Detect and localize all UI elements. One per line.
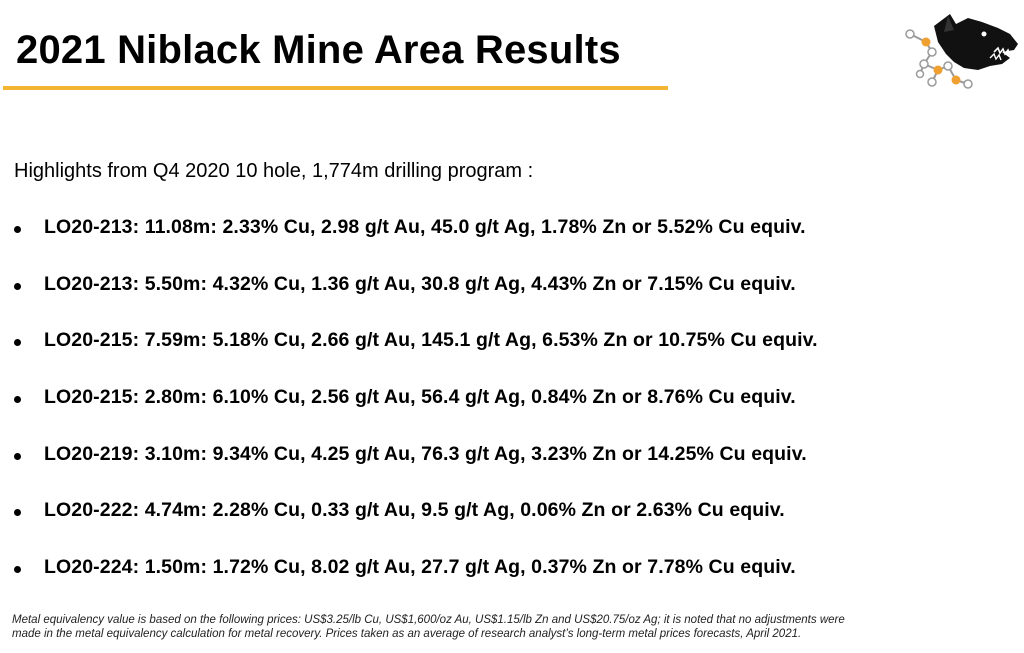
bullet-icon [14,509,21,517]
highlight-text: LO20-215: 7.59m: 5.18% Cu, 2.66 g/t Au, … [44,329,818,352]
highlight-text: LO20-215: 2.80m: 6.10% Cu, 2.56 g/t Au, … [44,386,796,409]
bullet-icon [14,566,21,574]
list-item: LO20-222: 4.74m: 2.28% Cu, 0.33 g/t Au, … [0,482,1024,539]
footnote-line: Metal equivalency value is based on the … [12,614,845,626]
list-item: LO20-215: 7.59m: 5.18% Cu, 2.66 g/t Au, … [0,312,1024,369]
wolf-head-logo-icon [898,8,1022,92]
footnote-line: made in the metal equivalency calculatio… [12,628,802,640]
bullet-icon [14,396,21,404]
title-underline [3,86,668,90]
highlights-intro: Highlights from Q4 2020 10 hole, 1,774m … [14,160,534,182]
list-item: LO20-213: 11.08m: 2.33% Cu, 2.98 g/t Au,… [0,199,1024,256]
bullet-icon [14,282,21,290]
highlight-text: LO20-219: 3.10m: 9.34% Cu, 4.25 g/t Au, … [44,442,807,465]
footnote: Metal equivalency value is based on the … [12,613,1012,641]
list-item: LO20-224: 1.50m: 1.72% Cu, 8.02 g/t Au, … [0,539,1024,596]
list-item: LO20-213: 5.50m: 4.32% Cu, 1.36 g/t Au, … [0,256,1024,313]
highlights-list: LO20-213: 11.08m: 2.33% Cu, 2.98 g/t Au,… [0,199,1024,596]
list-item: LO20-219: 3.10m: 9.34% Cu, 4.25 g/t Au, … [0,426,1024,483]
bullet-icon [14,226,21,233]
slide-title: 2021 Niblack Mine Area Results [16,28,621,72]
bullet-icon [14,452,21,460]
highlight-text: LO20-224: 1.50m: 1.72% Cu, 8.02 g/t Au, … [44,556,796,579]
highlight-text: LO20-222: 4.74m: 2.28% Cu, 0.33 g/t Au, … [44,499,785,522]
highlight-text: LO20-213: 5.50m: 4.32% Cu, 1.36 g/t Au, … [44,272,796,295]
bullet-icon [14,339,21,347]
highlight-text: LO20-213: 11.08m: 2.33% Cu, 2.98 g/t Au,… [44,216,806,238]
list-item: LO20-215: 2.80m: 6.10% Cu, 2.56 g/t Au, … [0,369,1024,426]
